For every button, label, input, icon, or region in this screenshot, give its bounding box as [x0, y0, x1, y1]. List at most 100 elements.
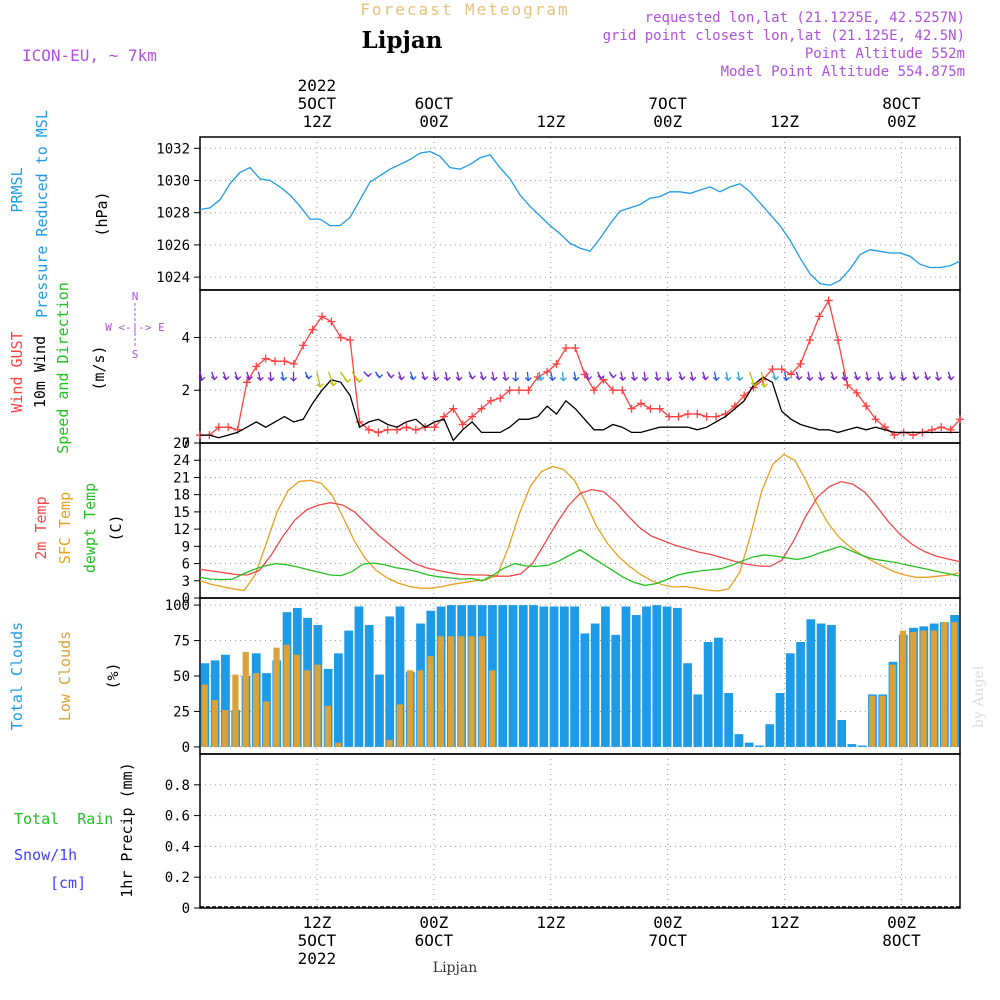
time-label: 00Z — [419, 913, 448, 932]
gust-marker — [458, 420, 467, 429]
gust-marker — [327, 317, 336, 326]
y-tick-label: 1026 — [156, 238, 190, 254]
pressure-frame — [199, 136, 961, 291]
gust-marker — [843, 380, 852, 389]
time-label: 2022 — [298, 76, 337, 95]
wind-arrow — [433, 371, 437, 381]
gust-marker — [956, 415, 964, 424]
wind-arrow-head — [772, 376, 780, 381]
total-cloud-bar — [580, 633, 590, 747]
gust-marker — [271, 357, 280, 366]
wind-arrow-head — [443, 376, 451, 382]
wind-arrow — [561, 371, 565, 381]
wind-arrow — [748, 371, 755, 386]
total-cloud-bar — [714, 637, 723, 747]
temp-label: dewpt Temp — [81, 483, 99, 573]
gust-marker — [430, 423, 439, 432]
gust-marker — [787, 370, 796, 379]
y-tick-label: 0 — [182, 591, 190, 607]
wind-arrow-head — [364, 372, 372, 378]
wind-arrow-head — [421, 376, 429, 381]
gust-marker — [852, 388, 861, 397]
low-cloud-bar — [427, 656, 434, 747]
total-cloud-bar — [570, 606, 579, 747]
low-cloud-bar — [910, 632, 917, 747]
y-tick-label: 12 — [173, 522, 190, 538]
gust-marker — [561, 344, 570, 353]
wind-arrow — [783, 371, 788, 381]
gust-marker — [486, 396, 495, 405]
wind-arrow-head — [398, 376, 405, 381]
temp-label: (C) — [107, 514, 125, 541]
time-label: 6OCT — [415, 931, 454, 950]
gust-marker — [346, 336, 355, 345]
pressure-panel: 1024 1026 1028 1030 1032 — [156, 136, 961, 291]
pressure-label: Pressure Reduced to MSL — [33, 110, 51, 318]
gust-marker — [608, 386, 617, 395]
gust-marker — [383, 425, 392, 434]
location-title: Lipjan — [362, 27, 443, 54]
wind-arrow-head — [889, 376, 897, 381]
cloud-panel: 0 25 50 75 100 — [165, 597, 961, 756]
pressure-label: (hPa) — [93, 191, 111, 236]
total-cloud-bar — [672, 607, 682, 747]
gust-marker — [862, 402, 871, 411]
total-cloud-bar — [652, 605, 662, 747]
gust-marker — [411, 425, 420, 434]
wind-arrow — [456, 371, 460, 381]
gust-marker — [834, 336, 843, 345]
wind-arrow-head — [305, 375, 313, 380]
y-tick-label: 50 — [173, 669, 190, 685]
y-tick-label: 25 — [173, 704, 190, 720]
snow-legend: Snow/1h — [14, 846, 77, 864]
gust-marker — [336, 333, 345, 342]
time-label: 12Z — [536, 112, 565, 131]
y-tick-label: 9 — [182, 539, 190, 555]
wind-arrow-head — [830, 376, 838, 381]
wind-arrow-head — [455, 376, 463, 382]
low-cloud-bar — [406, 670, 414, 747]
wind-arrow-head — [432, 376, 440, 382]
wind-label: (m/s) — [90, 345, 108, 390]
low-cloud-bar — [489, 670, 496, 747]
gust-marker — [515, 386, 524, 395]
total-cloud-bar — [816, 623, 826, 747]
low-cloud-bar — [879, 695, 886, 747]
wind-arrow — [538, 371, 542, 381]
wind-arrow-head — [795, 376, 803, 381]
wind-arrow-head — [609, 374, 617, 379]
total-cloud-bar — [334, 653, 343, 747]
y-tick-label: 0 — [182, 901, 190, 917]
gust-marker — [252, 362, 261, 371]
low-cloud-bar — [304, 670, 311, 747]
gust-marker — [524, 386, 533, 395]
wind-arrow-head — [585, 376, 593, 381]
gust-marker — [224, 423, 233, 432]
wind-arrow-head — [854, 376, 861, 381]
wind-arrow-head — [678, 376, 686, 381]
gust-line — [200, 298, 961, 436]
wind-arrow — [316, 371, 321, 387]
gust-marker — [636, 399, 645, 408]
wind-arrow — [281, 371, 285, 381]
gridpoint-coords: grid point closest lon,lat (21.125E, 42.… — [603, 28, 965, 44]
wind-arrow — [842, 371, 846, 381]
time-label: 7OCT — [648, 94, 687, 113]
chart-title: Forecast Meteogram — [360, 0, 569, 19]
total-cloud-bar — [662, 606, 672, 747]
wind-arrow-head — [479, 376, 487, 381]
cloud-label: Low Clouds — [56, 631, 74, 721]
gust-marker — [627, 404, 636, 413]
temp-label: SFC Temp — [56, 492, 74, 564]
wind-arrow-head — [316, 383, 324, 388]
low-cloud-bar — [386, 739, 393, 747]
wind-arrow-head — [409, 376, 417, 381]
precip-panel: 0 0.2 0.4 0.6 0.8 — [165, 753, 961, 917]
total-cloud-bar — [744, 742, 754, 747]
total-cloud-bar — [734, 734, 744, 747]
wind-arrow — [643, 371, 646, 381]
wind-arrow-head — [246, 376, 253, 381]
wind-arrow-head — [502, 376, 510, 382]
total-cloud-bar — [364, 624, 374, 747]
